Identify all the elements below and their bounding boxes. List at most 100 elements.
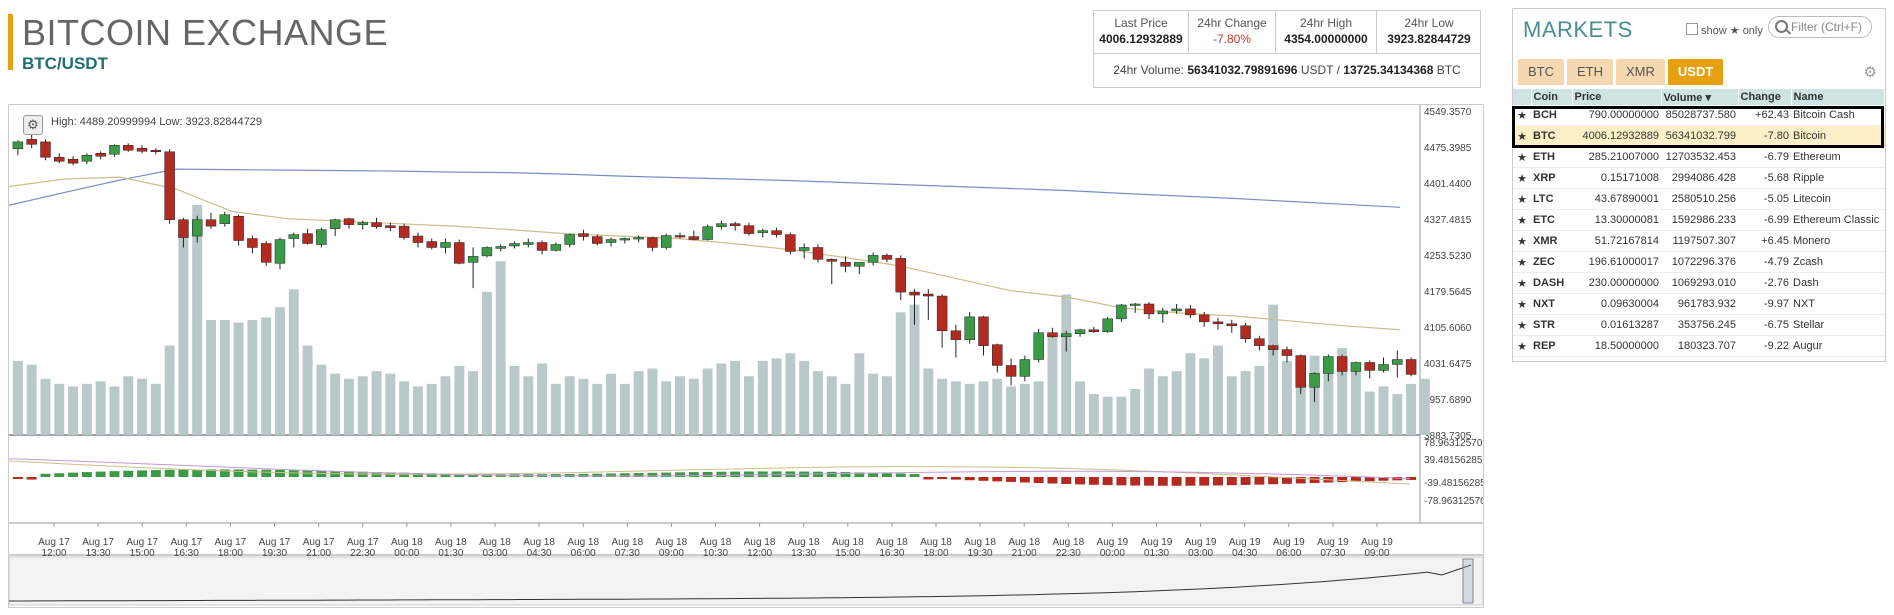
time-tick-time: 16:30 [879, 548, 904, 559]
star-icon[interactable]: ★ [1513, 146, 1531, 168]
volume-bar [1213, 345, 1223, 435]
candle-body [798, 247, 810, 251]
candle-body [992, 344, 1003, 366]
candle-body [1171, 308, 1182, 312]
candle-body [812, 247, 824, 260]
volume-bar [1047, 332, 1058, 435]
star-icon[interactable]: ★ [1513, 314, 1531, 336]
macd-histogram-bar [12, 477, 23, 479]
market-row-bch[interactable]: ★ BCH 790.00000000 85028737.580 +62.43 Bitcoi… [1513, 105, 1885, 126]
market-row-eth[interactable]: ★ ETH 285.21007000 12703532.453 -6.79 Ethereu… [1513, 146, 1885, 168]
time-tick-time: 21:00 [1012, 548, 1037, 559]
volume-bar [633, 371, 644, 435]
show-only-checkbox[interactable] [1686, 23, 1698, 35]
coin-volume: 85028737.580 [1661, 105, 1738, 126]
volume-bar [1419, 378, 1430, 435]
macd-histogram-bar [1061, 477, 1072, 484]
market-row-ltc[interactable]: ★ LTC 43.67890001 2580510.256 -5.05 Litecoin [1513, 188, 1885, 210]
star-icon[interactable]: ★ [1513, 209, 1531, 231]
volume-bar [895, 312, 906, 435]
volume-bar [1088, 394, 1099, 435]
candle-body [205, 219, 217, 227]
star-icon[interactable]: ★ [1513, 188, 1531, 210]
candle-body [398, 225, 410, 238]
volume-bar [26, 364, 37, 435]
chart-settings-gear-icon[interactable]: ⚙ [23, 115, 43, 135]
volume-bar [206, 320, 216, 435]
macd-histogram-bar [744, 471, 754, 477]
col-coin[interactable]: Coin [1531, 89, 1573, 105]
market-row-btc[interactable]: ★ BTC 4006.12932889 56341032.799 -7.80 Bitcoi… [1513, 125, 1885, 147]
star-icon[interactable]: ★ [1513, 230, 1531, 252]
star-icon[interactable]: ★ [1513, 125, 1531, 147]
market-row-rep[interactable]: ★ REP 18.50000000 180323.707 -9.22 Augur [1513, 335, 1885, 357]
candlestick-chart-svg[interactable]: 4549.3570 4475.3985 4401.4400 4327.4815 4253… [9, 105, 1483, 607]
macd-histogram-bar [1157, 477, 1168, 486]
coin-price: 18.50000000 [1572, 335, 1661, 357]
market-row-etc[interactable]: ★ ETC 13.30000081 1592986.233 -6.99 Ethereum … [1513, 209, 1885, 231]
macd-histogram-bar [233, 469, 244, 477]
volume-bar [1240, 371, 1251, 435]
macd-histogram-bar [1364, 477, 1375, 482]
col-name[interactable]: Name [1791, 89, 1885, 105]
tab-btc[interactable]: BTC [1518, 59, 1564, 85]
time-tick-time: 07:30 [615, 548, 640, 559]
stat-24hr-change: 24hr Change -7.80% [1189, 11, 1276, 53]
macd-histogram-bar [688, 472, 699, 477]
volume-bar [716, 363, 727, 435]
star-icon[interactable]: ★ [1513, 167, 1531, 189]
price-chart[interactable]: 4549.3570 4475.3985 4401.4400 4327.4815 4253… [8, 104, 1484, 608]
volume-bar [909, 304, 920, 435]
macd-histogram-bar [675, 472, 685, 477]
candle-body [233, 215, 244, 241]
coin-symbol: BTC [1531, 125, 1572, 147]
candle-body [26, 139, 37, 145]
market-row-dash[interactable]: ★ DASH 230.00000000 1069293.010 -2.76 Dash [1513, 272, 1885, 294]
markets-settings-gear-icon[interactable]: ⚙ [1863, 64, 1877, 81]
candle-body [592, 236, 603, 244]
col-change[interactable]: Change [1738, 89, 1792, 105]
volume-bar [1226, 376, 1237, 435]
volume-bar [1337, 348, 1348, 435]
candle-body [150, 150, 162, 153]
candle-body [1295, 355, 1306, 388]
market-row-str[interactable]: ★ STR 0.01613287 353756.245 -6.75 Stellar [1513, 314, 1885, 336]
volume-bar [1350, 363, 1361, 435]
market-row-xrp[interactable]: ★ XRP 0.15171008 2994086.428 -5.68 Ripple [1513, 167, 1885, 189]
star-icon[interactable]: ★ [1513, 272, 1531, 294]
tab-eth[interactable]: ETH [1567, 59, 1613, 85]
market-row-zec[interactable]: ★ ZEC 196.61000017 1072296.376 -4.79 Zcash [1513, 251, 1885, 273]
market-row-nxt[interactable]: ★ NXT 0.09630004 961783.932 -9.97 NXT [1513, 293, 1885, 315]
coin-volume: 56341032.799 [1661, 125, 1738, 147]
macd-histogram-bar [923, 477, 934, 480]
coin-volume: 1592986.233 [1661, 209, 1738, 231]
candle-body [688, 236, 700, 240]
coin-symbol: BCH [1531, 105, 1572, 126]
volume-bar [399, 381, 410, 435]
star-icon[interactable]: ★ [1513, 251, 1531, 273]
col-volume[interactable]: Volume ▾ [1661, 89, 1739, 105]
filter-input[interactable]: Filter (Ctrl+F) [1768, 16, 1872, 38]
candle-body [867, 255, 879, 263]
time-tick-time: 01:30 [438, 548, 463, 559]
candle-body [1033, 332, 1044, 360]
col-price[interactable]: Price [1572, 89, 1662, 105]
show-starred-only-toggle[interactable]: show ★ only [1686, 23, 1763, 37]
volume-bar [854, 353, 865, 435]
volume-bar [661, 381, 672, 435]
star-icon[interactable]: ★ [1513, 335, 1531, 357]
macd-histogram-bar [68, 472, 79, 477]
star-icon[interactable]: ★ [1513, 293, 1531, 315]
candle-body [647, 237, 658, 248]
market-row-xmr[interactable]: ★ XMR 51.72167814 1197507.307 +6.45 Monero [1513, 230, 1885, 252]
macd-histogram-bar [192, 469, 203, 477]
time-tick-date: Aug 18 [391, 537, 423, 548]
star-icon[interactable]: ★ [1513, 105, 1531, 126]
volume-bar [937, 378, 948, 435]
tab-xmr[interactable]: XMR [1616, 59, 1665, 85]
candle-body [274, 239, 286, 264]
tab-usdt[interactable]: USDT [1667, 59, 1724, 85]
macd-histogram-bar [702, 471, 713, 477]
macd-histogram-bar [164, 469, 175, 477]
time-tick-time: 12:00 [41, 548, 66, 559]
